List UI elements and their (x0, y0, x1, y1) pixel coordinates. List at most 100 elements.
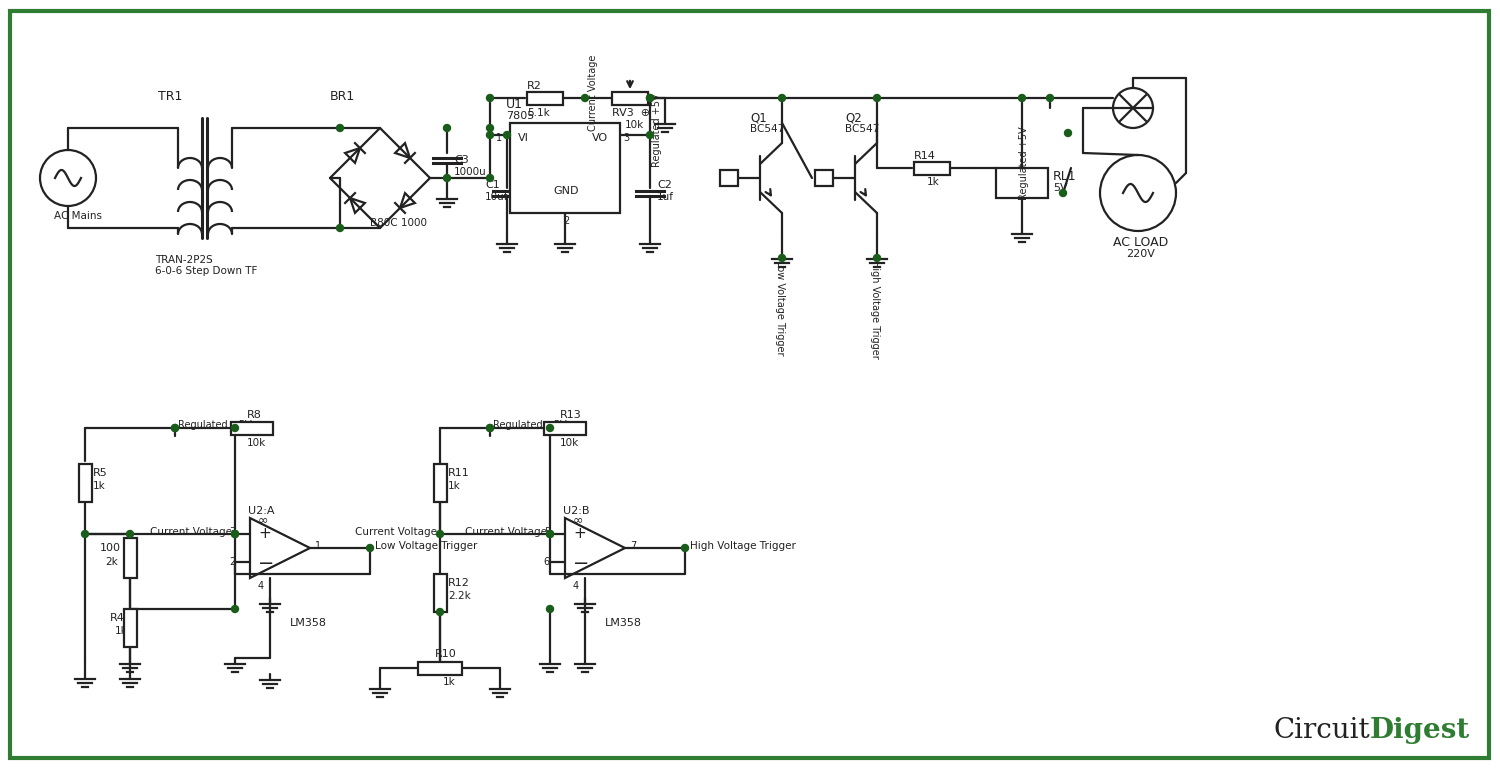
Circle shape (546, 425, 554, 432)
Circle shape (646, 94, 654, 101)
Text: Regulated +5V: Regulated +5V (652, 93, 662, 167)
Text: 220V: 220V (1126, 249, 1155, 259)
Circle shape (1059, 190, 1066, 197)
Text: 5.1k: 5.1k (526, 108, 549, 118)
Text: R14: R14 (914, 151, 936, 161)
Text: ∞: ∞ (573, 514, 584, 527)
Circle shape (873, 94, 880, 101)
Circle shape (231, 425, 238, 432)
Circle shape (681, 545, 688, 551)
Text: 1: 1 (315, 541, 321, 551)
Circle shape (81, 531, 88, 538)
Circle shape (444, 124, 450, 131)
Text: BC547: BC547 (844, 124, 879, 134)
Circle shape (582, 94, 588, 101)
Circle shape (873, 254, 880, 261)
Circle shape (366, 545, 374, 551)
Text: LM358: LM358 (604, 618, 642, 628)
Bar (419, 661, 462, 674)
Text: 1k: 1k (442, 677, 456, 687)
Text: Q2: Q2 (844, 111, 861, 124)
Text: Low Voltage Trigger: Low Voltage Trigger (375, 541, 477, 551)
Circle shape (504, 131, 510, 138)
Text: B80C 1000: B80C 1000 (370, 218, 427, 228)
Circle shape (486, 425, 494, 432)
Text: Digest: Digest (1370, 717, 1470, 743)
Text: High Voltage Trigger: High Voltage Trigger (870, 260, 880, 359)
Circle shape (646, 131, 654, 138)
Bar (914, 161, 950, 174)
Circle shape (336, 224, 344, 231)
Text: −: − (573, 554, 590, 574)
Circle shape (231, 531, 238, 538)
Text: R10: R10 (435, 649, 456, 659)
Circle shape (1065, 130, 1071, 137)
Bar (815, 170, 833, 186)
Text: RL1: RL1 (1053, 170, 1077, 183)
Text: 1k: 1k (927, 177, 939, 187)
Text: R4: R4 (110, 613, 125, 623)
Circle shape (171, 425, 178, 432)
Text: BR1: BR1 (330, 90, 356, 102)
Text: 2.2k: 2.2k (448, 591, 471, 601)
Text: TR1: TR1 (158, 90, 183, 102)
Text: 3: 3 (230, 527, 236, 537)
Text: 5V: 5V (1053, 183, 1068, 193)
Text: 4: 4 (258, 581, 264, 591)
Text: AC Mains: AC Mains (54, 211, 102, 221)
Text: VO: VO (592, 133, 608, 143)
Circle shape (231, 531, 238, 538)
Circle shape (1019, 94, 1026, 101)
Circle shape (646, 94, 654, 101)
Text: Current Voltage: Current Voltage (465, 527, 548, 537)
Circle shape (546, 531, 554, 538)
Text: +: + (573, 527, 585, 541)
Text: U1: U1 (506, 98, 524, 111)
Text: R8: R8 (248, 410, 262, 420)
Bar (612, 91, 648, 104)
Text: 1k: 1k (116, 626, 128, 636)
Text: Low Voltage Trigger: Low Voltage Trigger (776, 260, 784, 356)
Circle shape (486, 124, 494, 131)
Text: +: + (258, 527, 270, 541)
Text: 10uf: 10uf (484, 192, 508, 202)
Bar (433, 574, 447, 612)
Text: 6-0-6 Step Down TF: 6-0-6 Step Down TF (154, 266, 258, 276)
Text: High Voltage Trigger: High Voltage Trigger (690, 541, 796, 551)
Text: RV3  ⊕: RV3 ⊕ (612, 108, 650, 118)
Text: Q1: Q1 (750, 111, 766, 124)
Bar (510, 123, 620, 213)
Text: R2: R2 (526, 81, 542, 91)
Text: AC LOAD: AC LOAD (1113, 237, 1168, 250)
Bar (433, 464, 447, 502)
Circle shape (546, 605, 554, 613)
Text: U2:B: U2:B (562, 506, 590, 516)
Text: C1: C1 (484, 180, 500, 190)
Circle shape (444, 174, 450, 181)
Text: R5: R5 (93, 468, 108, 478)
Text: TRAN-2P2S: TRAN-2P2S (154, 255, 213, 265)
Bar (123, 609, 136, 647)
Circle shape (486, 425, 494, 432)
Text: 10k: 10k (560, 438, 579, 448)
Text: Regulated +5V: Regulated +5V (494, 420, 567, 430)
Circle shape (778, 94, 786, 101)
Bar (123, 538, 136, 578)
Text: VI: VI (518, 133, 530, 143)
Text: 7: 7 (630, 541, 636, 551)
Circle shape (336, 124, 344, 131)
Text: 1000u: 1000u (454, 167, 486, 177)
Text: 5: 5 (543, 527, 550, 537)
Text: LM358: LM358 (290, 618, 327, 628)
Circle shape (486, 174, 494, 181)
Text: 1uf: 1uf (657, 192, 674, 202)
Bar (78, 464, 92, 502)
Text: −: − (258, 554, 274, 574)
Text: ∞: ∞ (258, 514, 268, 527)
Text: Current Voltage: Current Voltage (588, 55, 598, 131)
Text: 1k: 1k (448, 481, 460, 491)
Text: Regulated +5V: Regulated +5V (178, 420, 252, 430)
Circle shape (1047, 94, 1053, 101)
Text: 2k: 2k (105, 557, 117, 567)
Text: 2: 2 (228, 557, 236, 567)
